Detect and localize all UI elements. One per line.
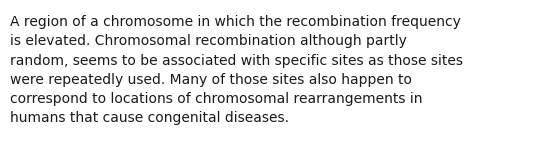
Text: A region of a chromosome in which the recombination frequency
is elevated. Chrom: A region of a chromosome in which the re… [10, 15, 463, 125]
